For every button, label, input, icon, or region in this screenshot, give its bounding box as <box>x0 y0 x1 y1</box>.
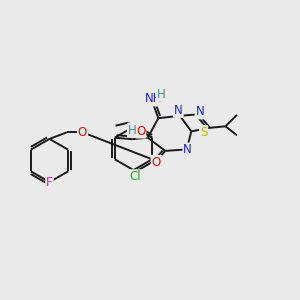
Text: N: N <box>174 104 183 117</box>
Text: S: S <box>200 126 207 139</box>
Text: O: O <box>136 124 146 138</box>
Text: NH: NH <box>145 92 163 106</box>
Text: N: N <box>196 105 204 119</box>
Text: H: H <box>157 88 166 101</box>
Text: F: F <box>46 176 53 189</box>
Text: N: N <box>183 143 192 157</box>
Text: O: O <box>152 156 161 169</box>
Text: H: H <box>128 124 136 137</box>
Text: Cl: Cl <box>129 170 141 183</box>
Text: O: O <box>78 126 87 139</box>
